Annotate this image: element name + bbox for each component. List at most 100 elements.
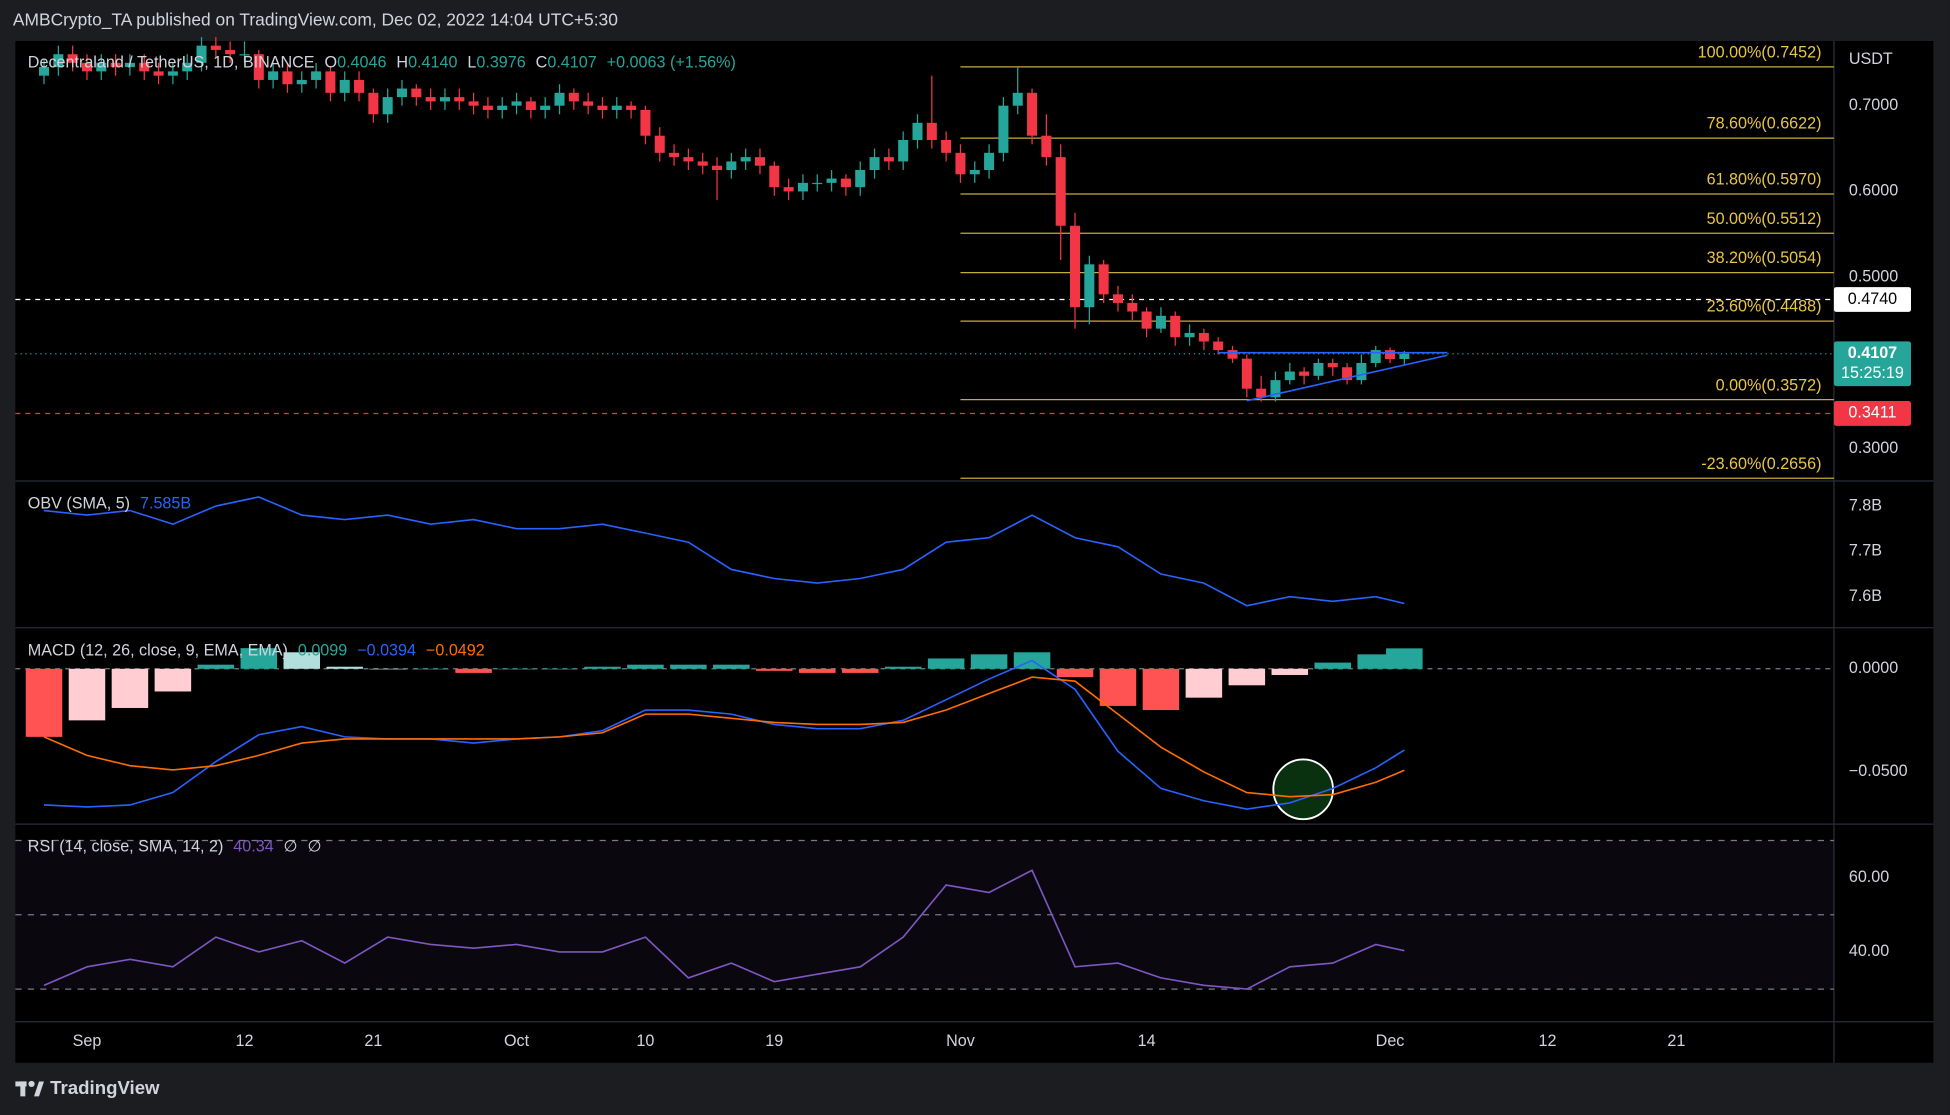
candle-body <box>1098 264 1109 295</box>
y-tick-label: 7.8B <box>1849 496 1882 514</box>
legend-key: C <box>536 54 548 72</box>
x-tick-label: 12 <box>236 1032 254 1050</box>
histogram-bar <box>1357 654 1394 669</box>
candle-body <box>439 97 450 102</box>
candle-body <box>225 49 236 55</box>
candle-body <box>1241 358 1252 389</box>
candle-body <box>482 105 493 110</box>
legend-key: L <box>467 54 476 72</box>
x-tick-label: 19 <box>765 1032 783 1050</box>
candle-body <box>124 62 135 68</box>
x-tick-label: 12 <box>1539 1032 1557 1050</box>
histogram-bar <box>326 666 363 669</box>
x-tick-label: 21 <box>364 1032 382 1050</box>
legend-value: 0.3976 <box>476 54 525 72</box>
candle-body <box>39 67 50 76</box>
candle-body <box>139 62 150 72</box>
candle-body <box>268 71 279 80</box>
footer-brand: TradingView <box>50 1077 160 1098</box>
candle-body <box>1270 380 1281 398</box>
fib-label: 38.20%(0.5054) <box>1707 249 1822 267</box>
fib-label: 61.80%(0.5970) <box>1707 171 1822 189</box>
candle-body <box>640 109 651 136</box>
candle-body <box>769 165 780 188</box>
histogram-bar <box>283 652 321 669</box>
logo-part <box>34 1081 44 1097</box>
candle-body <box>253 54 264 80</box>
candle-body <box>726 161 737 171</box>
candle-body <box>969 170 980 175</box>
indicator-legend: MACD (12, 26, close, 9, EMA, EMA) 0.0099−… <box>28 642 485 660</box>
last-price-label: 0.4107 <box>1848 344 1897 362</box>
candle-body <box>339 79 350 93</box>
histogram-bar <box>197 664 235 669</box>
histogram-bar <box>841 668 879 673</box>
y-tick-label: 7.6B <box>1849 587 1882 605</box>
candle-body <box>812 182 823 185</box>
histogram-bar <box>25 668 63 737</box>
histogram-bar <box>111 668 149 708</box>
candle-body <box>525 101 536 110</box>
candle-body <box>67 54 78 63</box>
indicator-line <box>43 659 1405 810</box>
histogram-bar <box>240 648 278 669</box>
candle-body <box>1055 157 1066 226</box>
fib-label: -23.60%(0.2656) <box>1701 455 1821 473</box>
indicator-line <box>43 676 1405 798</box>
candle-body <box>468 101 479 106</box>
y-tick-label: 7.7B <box>1849 542 1882 560</box>
fib-label: 23.60%(0.4488) <box>1707 298 1822 316</box>
histogram-bar <box>1314 662 1352 669</box>
candle-body <box>167 71 178 76</box>
x-tick-label: Dec <box>1376 1032 1405 1050</box>
candle-body <box>626 105 637 110</box>
candle-body <box>1284 371 1295 381</box>
candle-body <box>511 101 522 106</box>
candle-body <box>1327 362 1338 368</box>
y-tick-label: 60.00 <box>1849 868 1889 886</box>
legends: Decentraland / TetherUS, 1D, BINANCE O0.4… <box>28 54 736 856</box>
histogram-bar <box>369 668 406 670</box>
histogram-bar <box>1142 668 1180 711</box>
price-label-box <box>1833 287 1912 312</box>
indicator-value: −0.0394 <box>357 642 416 660</box>
candle-body <box>239 54 250 56</box>
histogram-bar <box>627 664 664 669</box>
chart-area <box>15 41 1934 1063</box>
candle-body <box>1170 315 1181 338</box>
histogram-bar <box>1185 668 1223 698</box>
candle-body <box>1399 353 1410 360</box>
histogram-bar <box>498 668 535 670</box>
candle-body <box>1184 332 1195 338</box>
fib-label: 78.60%(0.6622) <box>1707 115 1822 133</box>
candle-body <box>654 135 665 153</box>
candle-body <box>783 187 794 192</box>
candle-body <box>1027 92 1038 136</box>
x-tick-label: 10 <box>636 1032 654 1050</box>
symbol: Decentraland / TetherUS, 1D, BINANCE <box>28 54 315 72</box>
logo-part <box>20 1081 26 1097</box>
y-tick-label: −0.0500 <box>1849 762 1908 780</box>
histogram-bar <box>927 658 965 669</box>
candle-body <box>153 71 164 76</box>
candle-body <box>182 62 193 72</box>
candle-body <box>96 62 107 72</box>
x-tick-label: 14 <box>1138 1032 1156 1050</box>
x-tick-label: Sep <box>73 1032 102 1050</box>
price-label: 0.3411 <box>1848 404 1896 422</box>
legend-key: O <box>325 54 338 72</box>
candle-body <box>955 152 966 175</box>
candle-body <box>311 71 322 80</box>
candle-body <box>912 122 923 140</box>
candle-body <box>1385 350 1396 360</box>
indicator-title: MACD (12, 26, close, 9, EMA, EMA) <box>28 642 288 660</box>
indicator-line <box>43 496 1405 607</box>
fib-label: 50.00%(0.5512) <box>1707 210 1822 228</box>
candle-body <box>669 152 680 158</box>
candle-body <box>210 45 221 50</box>
countdown: 15:25:19 <box>1841 364 1904 382</box>
legend-key: H <box>396 54 408 72</box>
y-tick-label: 40.00 <box>1849 942 1889 960</box>
candle-body <box>1356 362 1367 381</box>
candle-body <box>454 97 465 102</box>
